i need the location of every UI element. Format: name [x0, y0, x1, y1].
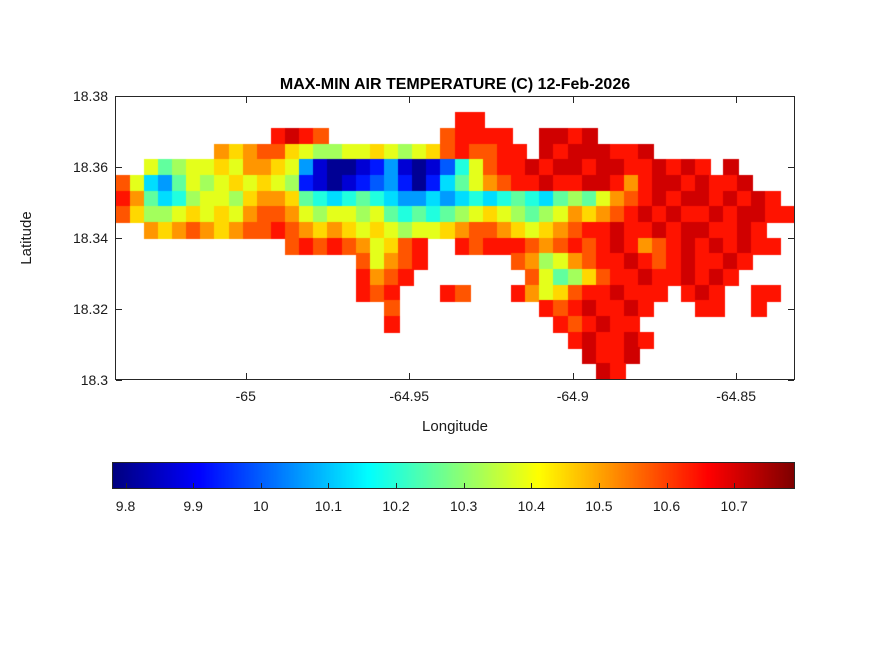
y-tick-mark — [788, 309, 794, 310]
temperature-heatmap-canvas — [116, 97, 794, 379]
colorbar-tick-label: 9.8 — [115, 498, 136, 514]
colorbar-tick-mark — [531, 483, 533, 488]
colorbar-tick-mark — [734, 483, 736, 488]
colorbar-tick-label: 10.2 — [382, 498, 410, 514]
y-tick-mark — [116, 96, 122, 97]
x-tick-mark — [409, 97, 411, 103]
y-tick-mark — [116, 309, 122, 310]
x-tick-mark — [736, 373, 738, 379]
x-tick-mark — [245, 373, 247, 379]
x-tick-label: -64.9 — [556, 388, 589, 404]
chart-title: MAX-MIN AIR TEMPERATURE (C) 12-Feb-2026 — [279, 76, 631, 93]
colorbar-tick-mark — [463, 483, 465, 488]
y-tick-mark — [788, 167, 794, 168]
colorbar-tick-mark — [260, 483, 262, 488]
x-tick-mark — [572, 373, 574, 379]
y-tick-mark — [116, 238, 122, 239]
colorbar-tick-label: 10.3 — [450, 498, 478, 514]
colorbar-tick-mark — [598, 483, 600, 488]
colorbar-tick-mark — [396, 483, 398, 488]
y-tick-mark — [116, 167, 122, 168]
colorbar-tick-mark — [666, 483, 668, 488]
x-tick-mark — [736, 97, 738, 103]
colorbar-tick-label: 10.5 — [585, 498, 613, 514]
y-tick-label: 18.38 — [72, 88, 108, 104]
colorbar-tick-label: 10.1 — [314, 498, 343, 514]
colorbar-tick-mark — [193, 483, 195, 488]
y-tick-label: 18.34 — [72, 230, 108, 246]
x-tick-mark — [245, 97, 247, 103]
y-tick-label: 18.36 — [72, 159, 108, 175]
x-tick-label: -65 — [235, 388, 256, 404]
colorbar-tick-label: 10.7 — [720, 498, 748, 514]
colorbar-tick-mark — [328, 483, 330, 488]
y-tick-mark — [788, 96, 794, 97]
y-tick-label: 18.32 — [72, 301, 108, 317]
plot-area — [115, 96, 795, 380]
y-tick-mark — [116, 380, 122, 381]
colorbar-gradient-canvas — [113, 463, 794, 488]
x-tick-label: -64.95 — [389, 388, 430, 404]
y-tick-mark — [788, 238, 794, 239]
x-axis-label: Longitude — [422, 418, 488, 435]
colorbar — [112, 462, 795, 489]
colorbar-tick-label: 10 — [252, 498, 269, 514]
colorbar-tick-label: 9.9 — [183, 498, 203, 514]
x-tick-label: -64.85 — [716, 388, 756, 404]
y-tick-label: 18.3 — [80, 372, 108, 388]
colorbar-tick-mark — [125, 483, 127, 488]
y-tick-mark — [788, 380, 794, 381]
y-axis-label: Latitude — [18, 211, 35, 265]
x-tick-mark — [572, 97, 574, 103]
x-tick-mark — [409, 373, 411, 379]
colorbar-tick-label: 10.4 — [517, 498, 545, 514]
colorbar-tick-label: 10.6 — [652, 498, 681, 514]
